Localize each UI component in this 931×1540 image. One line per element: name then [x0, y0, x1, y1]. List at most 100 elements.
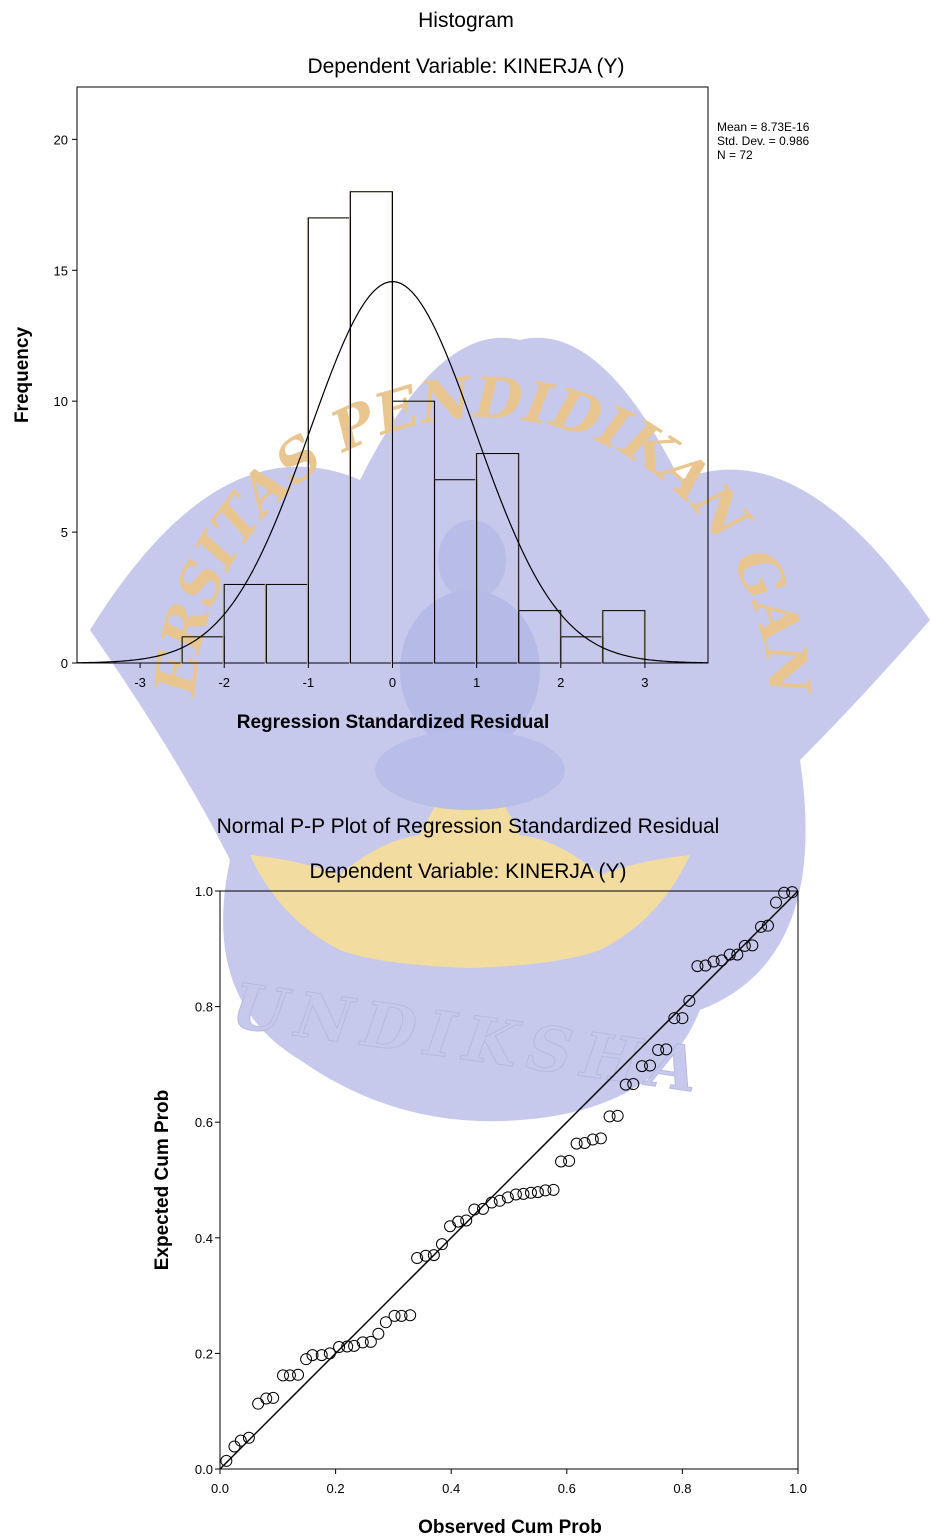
pp-point: [341, 1340, 354, 1353]
pp-point: [419, 1249, 432, 1262]
pp-point: [619, 1078, 632, 1091]
reference-line: [219, 890, 799, 1470]
university-seal-watermark: UNIVERSITAS PENDIDIKAN GANESHA UNDIKSHA: [0, 0, 930, 1122]
histogram-chart: Histogram Dependent Variable: KINERJA (Y…: [12, 9, 810, 733]
pp-plot-title: Normal P-P Plot of Regression Standardiz…: [217, 815, 720, 838]
pp-point: [635, 1060, 648, 1073]
pp-point: [691, 960, 704, 973]
pp-y-tick-label: 0.8: [195, 1000, 213, 1015]
histogram-x-tick-label: -1: [303, 675, 315, 690]
normal-curve: [76, 281, 709, 664]
pp-point: [746, 939, 759, 952]
pp-point: [460, 1214, 473, 1227]
pp-y-tick-label: 0.2: [195, 1346, 213, 1361]
pp-point: [379, 1316, 392, 1329]
pp-point: [252, 1397, 265, 1410]
pp-x-tick-label: 0.4: [442, 1481, 460, 1496]
pp-point: [586, 1133, 599, 1146]
pp-point: [468, 1203, 481, 1216]
histogram-x-tick-label: -3: [134, 675, 146, 690]
pp-point: [594, 1132, 607, 1145]
pp-point: [300, 1353, 313, 1366]
pp-point: [228, 1440, 241, 1453]
pp-point: [388, 1309, 401, 1322]
histogram-x-tick-label: 2: [557, 675, 564, 690]
pp-point: [333, 1341, 346, 1354]
stats-mean: Mean = 8.73E-16: [717, 120, 810, 134]
pp-point: [652, 1043, 665, 1056]
pp-point: [267, 1391, 280, 1404]
pp-point: [493, 1194, 506, 1207]
histogram-x-tick-label: 1: [473, 675, 480, 690]
pp-x-tick-label: 1.0: [789, 1481, 807, 1496]
pp-point: [676, 1012, 689, 1025]
pp-point: [234, 1434, 247, 1447]
pp-point: [611, 1109, 624, 1122]
pp-point: [731, 948, 744, 961]
pp-point: [220, 1454, 233, 1467]
pp-point: [578, 1137, 591, 1150]
histogram-x-axis-title: Regression Standardized Residual: [237, 712, 550, 733]
pp-point: [452, 1215, 465, 1228]
histogram-y-axis-title: Frequency: [12, 327, 33, 424]
histogram-x-tick-label: -2: [218, 675, 230, 690]
pp-point: [356, 1336, 369, 1349]
histogram-title: Histogram: [418, 9, 514, 32]
pp-point: [306, 1349, 319, 1362]
pp-x-tick-label: 0.6: [558, 1481, 576, 1496]
pp-point: [660, 1043, 673, 1056]
pp-point: [723, 948, 736, 961]
pp-x-tick-label: 0.0: [211, 1481, 229, 1496]
pp-point: [555, 1155, 568, 1168]
pp-point: [517, 1187, 530, 1200]
pp-y-axis-title: Expected Cum Prob: [152, 1090, 173, 1271]
histogram-y-tick-label: 15: [54, 263, 68, 278]
pp-point: [427, 1249, 440, 1262]
pp-point: [242, 1431, 255, 1444]
pp-point: [364, 1335, 377, 1348]
histogram-y-tick-label: 5: [61, 525, 68, 540]
lotus-base: [250, 770, 690, 968]
histogram-y-tick-label: 0: [61, 656, 68, 671]
pp-point: [707, 955, 720, 968]
pp-x-tick-label: 0.8: [673, 1481, 691, 1496]
pp-point: [260, 1392, 273, 1405]
histogram-y-tick-label: 20: [54, 132, 68, 147]
pp-point: [761, 919, 774, 932]
stats-std-dev: Std. Dev. = 0.986: [717, 134, 809, 148]
figure-legs: [375, 730, 565, 810]
pp-point: [715, 954, 728, 967]
pp-plot-frame: [219, 890, 799, 1470]
pp-plot-chart: Normal P-P Plot of Regression Standardiz…: [152, 815, 807, 1538]
histogram-bar: [476, 453, 520, 664]
pp-point: [778, 886, 791, 899]
pp-point: [444, 1220, 457, 1233]
histogram-x-tick-label: 3: [641, 675, 648, 690]
pp-point: [770, 896, 783, 909]
pp-point: [755, 920, 768, 933]
pp-x-axis-title: Observed Cum Prob: [418, 1517, 602, 1538]
pp-point: [547, 1183, 560, 1196]
pp-y-tick-label: 0.4: [195, 1231, 213, 1246]
pp-point: [277, 1369, 290, 1382]
histogram-x-tick-label: 0: [389, 675, 396, 690]
pp-point: [323, 1347, 336, 1360]
pp-point: [644, 1059, 657, 1072]
pp-point: [315, 1349, 328, 1362]
pp-point: [404, 1309, 417, 1322]
pp-point: [476, 1202, 489, 1215]
histogram-bar: [602, 610, 646, 664]
pp-point: [570, 1137, 583, 1150]
pp-plot-subtitle: Dependent Variable: KINERJA (Y): [309, 860, 626, 883]
stats-n: N = 72: [717, 148, 753, 162]
pp-point: [563, 1154, 576, 1167]
pp-point: [539, 1184, 552, 1197]
pp-point: [683, 994, 696, 1007]
pp-point: [435, 1238, 448, 1251]
figure-head: [438, 520, 506, 600]
pp-point: [501, 1191, 514, 1204]
pp-point: [292, 1368, 305, 1381]
pp-point: [786, 886, 799, 899]
pp-y-tick-label: 1.0: [195, 884, 213, 899]
